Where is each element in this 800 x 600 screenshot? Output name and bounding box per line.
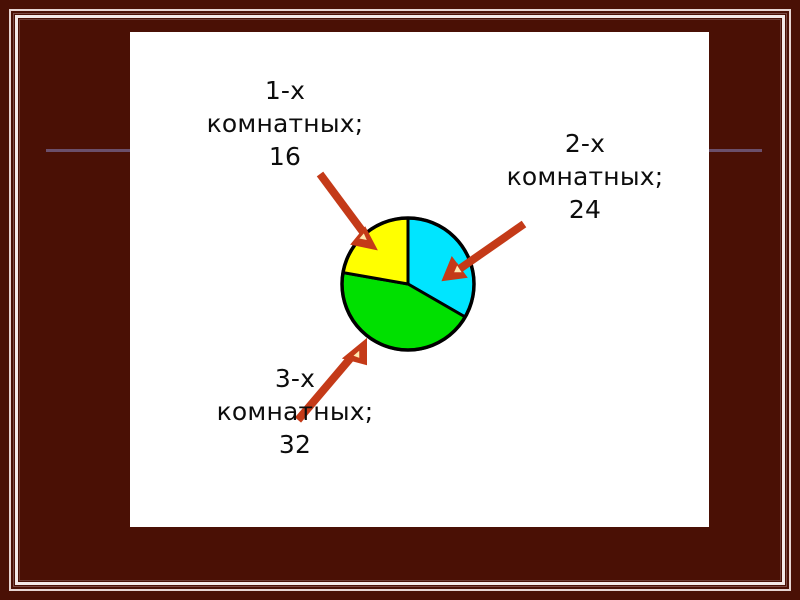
accent-rule-left (46, 149, 130, 152)
pie-label-3-room-value: 32 (278, 430, 312, 459)
pie-label-2-room-line1: 2-х (564, 129, 606, 158)
pie-label-3-room: 3-х комнатных; 32 (170, 362, 420, 461)
pie-outline (340, 216, 476, 352)
pie-chart-svg (294, 171, 527, 423)
pie-label-2-room: 2-х комнатных; 24 (460, 127, 710, 226)
pie-label-2-room-value: 24 (568, 195, 602, 224)
pie-label-1-room: 1-х комнатных; 16 (160, 74, 410, 173)
callout-arrow-2-room (441, 220, 527, 282)
pie-label-1-room-value: 16 (268, 142, 302, 171)
content-panel: 1-х комнатных; 16 2-х комнатных; 24 3-х … (130, 32, 709, 527)
pie-chart: 1-х комнатных; 16 2-х комнатных; 24 3-х … (130, 32, 709, 527)
callout-arrow-3-room (294, 337, 367, 423)
pie-label-2-room-line2: комнатных; (506, 162, 664, 191)
pie-label-3-room-line2: комнатных; (216, 397, 374, 426)
pie-label-1-room-line1: 1-х (264, 76, 306, 105)
pie-label-3-room-line1: 3-х (274, 364, 316, 393)
callout-arrow-1-room (316, 171, 378, 251)
pie-label-1-room-line2: комнатных; (206, 109, 364, 138)
accent-rule-right (708, 149, 762, 152)
